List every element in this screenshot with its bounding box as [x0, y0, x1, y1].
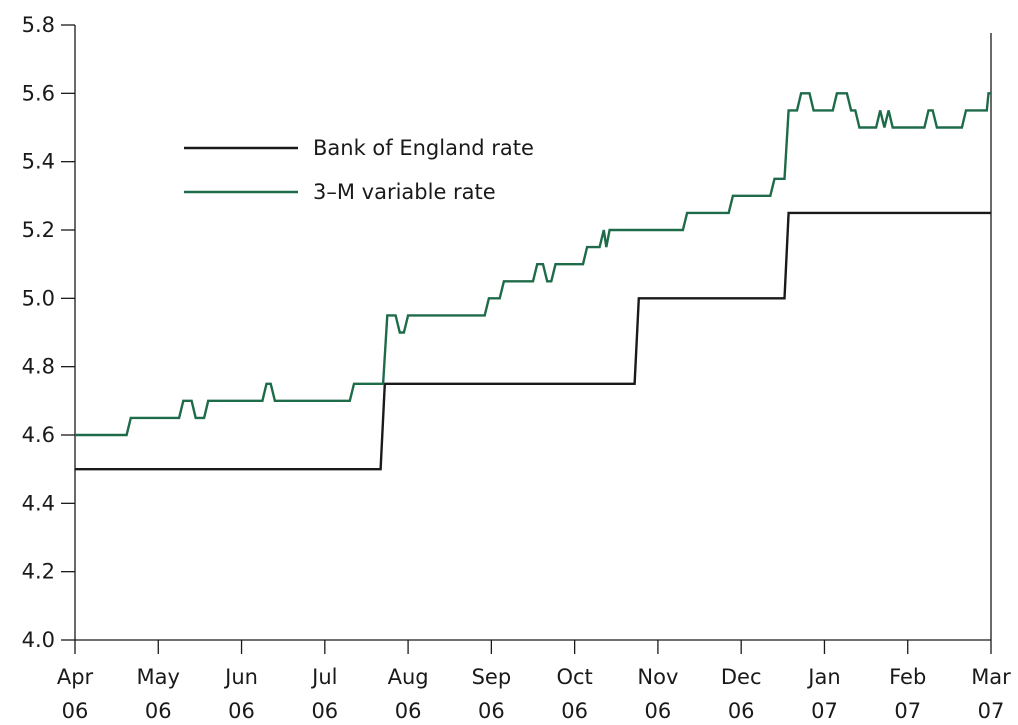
x-tick-label-month: Dec: [721, 665, 762, 689]
y-tick-label: 4.0: [22, 628, 55, 652]
y-tick-label: 5.6: [22, 81, 55, 105]
x-tick-label-month: Jul: [310, 665, 337, 689]
x-tick-label-month: Sep: [472, 665, 512, 689]
x-tick-label-year: 06: [228, 699, 255, 723]
y-tick-label: 4.2: [22, 560, 55, 584]
x-tick-label-month: May: [137, 665, 180, 689]
series-line-3m-variable-rate: [75, 92, 991, 437]
x-tick-label-year: 06: [311, 699, 338, 723]
x-tick-label-month: Nov: [637, 665, 678, 689]
x-tick-label-year: 06: [395, 699, 422, 723]
x-tick-label-year: 06: [728, 699, 755, 723]
y-tick-label: 4.8: [22, 355, 55, 379]
x-tick-label-month: Aug: [388, 665, 429, 689]
x-tick-label-year: 06: [62, 699, 89, 723]
legend-label: Bank of England rate: [313, 136, 534, 160]
x-tick-label-year: 06: [145, 699, 172, 723]
x-tick-label-year: 07: [811, 699, 838, 723]
x-tick-label-month: Jan: [806, 665, 840, 689]
x-axis-ticks: Apr 06 May 06 Jun 06 Jul 06 Aug 06 Sep 06 Oct 06 Nov 06…: [57, 640, 1011, 723]
y-tick-label: 5.4: [22, 150, 55, 174]
x-tick-label-year: 06: [561, 699, 588, 723]
y-tick-label: 4.4: [22, 491, 55, 515]
legend: Bank of England rate 3–M variable rate: [184, 136, 534, 204]
x-tick-label-year: 06: [645, 699, 672, 723]
y-axis-ticks: 4.0 4.2 4.4 4.6 4.8 5.0 5.2 5.4 5.6 5.8: [22, 13, 75, 652]
x-tick-label-year: 07: [894, 699, 921, 723]
x-tick-label-month: Oct: [556, 665, 592, 689]
y-tick-label: 4.6: [22, 423, 55, 447]
x-tick-label-month: Apr: [57, 665, 94, 689]
x-tick-label-year: 07: [978, 699, 1005, 723]
series-lines: [75, 92, 991, 471]
series-line-bank-of-england-rate: [75, 211, 991, 471]
x-tick-label-month: Mar: [971, 665, 1011, 689]
x-tick-label-month: Jun: [223, 665, 258, 689]
y-tick-label: 5.0: [22, 286, 55, 310]
x-tick-label-year: 06: [478, 699, 505, 723]
legend-label: 3–M variable rate: [313, 180, 496, 204]
axes: [74, 25, 992, 641]
y-tick-label: 5.2: [22, 218, 55, 242]
x-tick-label-month: Feb: [889, 665, 926, 689]
y-tick-label: 5.8: [22, 13, 55, 37]
